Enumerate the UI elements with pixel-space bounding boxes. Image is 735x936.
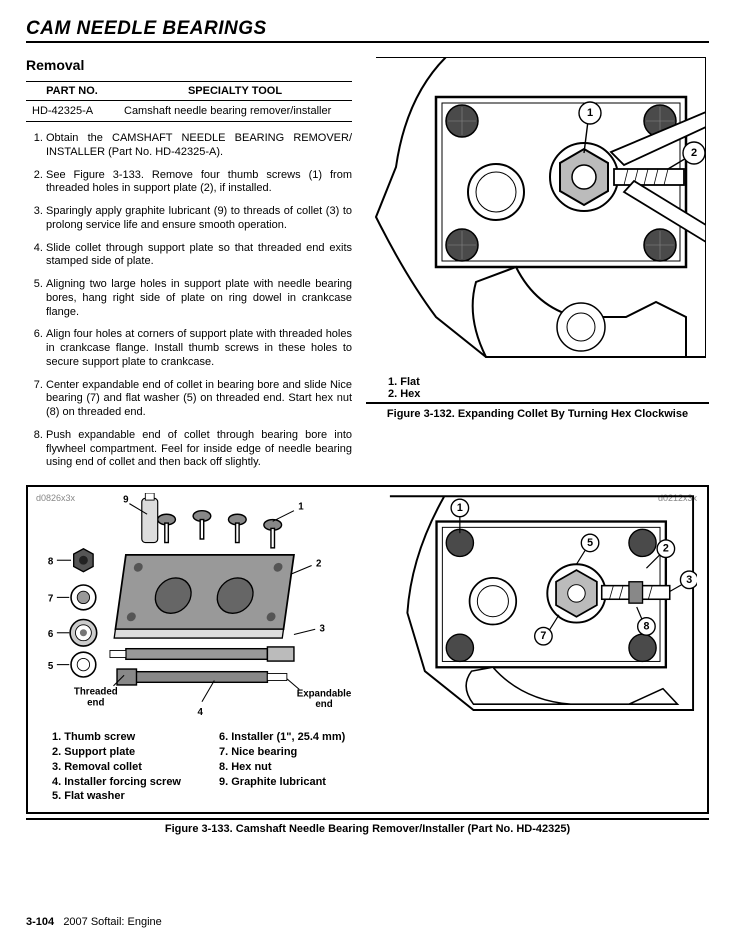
step: Obtain the CAMSHAFT NEEDLE BEARING REMOV… bbox=[46, 132, 352, 160]
doc-title: 2007 Softail: Engine bbox=[63, 916, 161, 928]
legend-item: 2. Support plate bbox=[52, 745, 181, 760]
th-partno: PART NO. bbox=[26, 82, 118, 101]
page-title: CAM NEEDLE BEARINGS bbox=[26, 18, 709, 43]
svg-text:7: 7 bbox=[48, 594, 53, 605]
legend-item: 9. Graphite lubricant bbox=[219, 775, 345, 790]
svg-text:end: end bbox=[315, 699, 332, 710]
legend-item: 3. Removal collet bbox=[52, 760, 181, 775]
svg-text:3: 3 bbox=[686, 574, 692, 586]
svg-text:Threaded: Threaded bbox=[74, 687, 118, 698]
figure-3-133: d0826x3x d0212x3x bbox=[26, 485, 709, 814]
section-heading: Removal bbox=[26, 57, 352, 73]
td-tool: Camshaft needle bearing remover/installe… bbox=[118, 101, 352, 122]
step: Aligning two large holes in support plat… bbox=[46, 278, 352, 319]
page-footer: 3-104 2007 Softail: Engine bbox=[26, 916, 162, 928]
svg-text:5: 5 bbox=[48, 661, 54, 672]
exploded-view: 9 1 2 3 4 8 7 6 5 Threaded end bbox=[38, 493, 380, 726]
legend-item: 8. Hex nut bbox=[219, 760, 345, 775]
installed-view: 1 2 5 3 8 7 bbox=[386, 493, 697, 726]
step: See Figure 3-133. Remove four thumb scre… bbox=[46, 169, 352, 197]
step: Center expandable end of collet in beari… bbox=[46, 379, 352, 420]
svg-text:2: 2 bbox=[691, 147, 697, 159]
step: Slide collet through support plate so th… bbox=[46, 242, 352, 270]
svg-text:3: 3 bbox=[320, 624, 326, 635]
fig-callout: 1. Flat bbox=[388, 376, 703, 388]
svg-text:2: 2 bbox=[316, 558, 322, 569]
fig-callout: 2. Hex bbox=[388, 388, 703, 400]
svg-text:8: 8 bbox=[644, 620, 650, 632]
td-partno: HD-42325-A bbox=[26, 101, 118, 122]
page-number: 3-104 bbox=[26, 916, 54, 928]
step: Push expandable end of collet through be… bbox=[46, 429, 352, 470]
svg-text:end: end bbox=[87, 697, 104, 708]
figure-caption-bottom: Figure 3-133. Camshaft Needle Bearing Re… bbox=[26, 818, 709, 835]
svg-text:4: 4 bbox=[197, 707, 203, 718]
svg-text:8: 8 bbox=[48, 557, 54, 568]
specialty-tool-table: PART NO. SPECIALTY TOOL HD-42325-A Camsh… bbox=[26, 81, 352, 122]
th-tool: SPECIALTY TOOL bbox=[118, 82, 352, 101]
step: Align four holes at corners of support p… bbox=[46, 328, 352, 369]
svg-text:9: 9 bbox=[123, 495, 129, 506]
svg-text:7: 7 bbox=[540, 630, 546, 642]
step: Sparingly apply graphite lubricant (9) t… bbox=[46, 205, 352, 233]
removal-steps: Obtain the CAMSHAFT NEEDLE BEARING REMOV… bbox=[26, 132, 352, 470]
legend-item: 7. Nice bearing bbox=[219, 745, 345, 760]
legend-item: 1. Thumb screw bbox=[52, 730, 181, 745]
svg-text:1: 1 bbox=[587, 107, 593, 119]
figure-legend: 1. Thumb screw 2. Support plate 3. Remov… bbox=[38, 726, 697, 804]
legend-item: 4. Installer forcing screw bbox=[52, 775, 181, 790]
svg-text:1: 1 bbox=[457, 502, 463, 514]
figure-caption: Figure 3-132. Expanding Collet By Turnin… bbox=[366, 404, 709, 426]
svg-text:5: 5 bbox=[587, 537, 593, 549]
legend-item: 6. Installer (1", 25.4 mm) bbox=[219, 730, 345, 745]
legend-item: 5. Flat washer bbox=[52, 789, 181, 804]
svg-text:Expandable: Expandable bbox=[297, 688, 352, 699]
figure-3-132: 1 2 1. Flat 2. Hex Figure 3-132. Expandi… bbox=[366, 57, 709, 426]
svg-text:1: 1 bbox=[298, 502, 304, 513]
svg-text:2: 2 bbox=[663, 543, 669, 555]
svg-text:6: 6 bbox=[48, 629, 54, 640]
figure-3-132-svg: 1 2 bbox=[366, 57, 706, 371]
